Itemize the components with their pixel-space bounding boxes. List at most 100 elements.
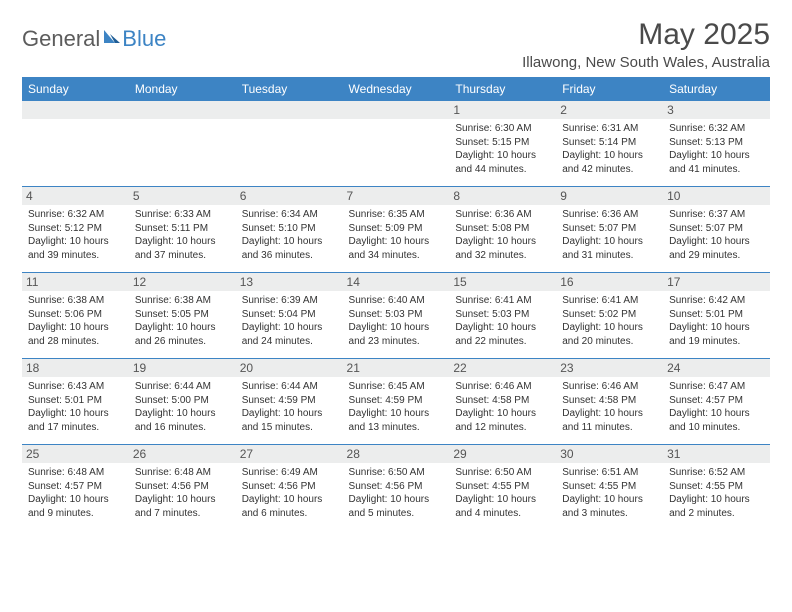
day-number: 1: [449, 101, 556, 119]
logo-text-blue: Blue: [122, 26, 166, 52]
day-info: Sunrise: 6:35 AMSunset: 5:09 PMDaylight:…: [349, 208, 444, 262]
day-info: Sunrise: 6:45 AMSunset: 4:59 PMDaylight:…: [349, 380, 444, 434]
calendar-body: 1 Sunrise: 6:30 AMSunset: 5:15 PMDaylight…: [22, 101, 770, 531]
day-info: Sunrise: 6:36 AMSunset: 5:07 PMDaylight:…: [562, 208, 657, 262]
day-info: Sunrise: 6:50 AMSunset: 4:56 PMDaylight:…: [349, 466, 444, 520]
day-number: 19: [129, 359, 236, 377]
day-number: 21: [343, 359, 450, 377]
day-info: Sunrise: 6:44 AMSunset: 5:00 PMDaylight:…: [135, 380, 230, 434]
day-info: Sunrise: 6:38 AMSunset: 5:06 PMDaylight:…: [28, 294, 123, 348]
calendar-cell: [236, 101, 343, 187]
day-number: 26: [129, 445, 236, 463]
calendar-cell: 9Sunrise: 6:36 AMSunset: 5:07 PMDaylight…: [556, 187, 663, 273]
day-number: 11: [22, 273, 129, 291]
day-number: 13: [236, 273, 343, 291]
calendar-cell: 5 Sunrise: 6:33 AMSunset: 5:11 PMDaylight…: [129, 187, 236, 273]
calendar-cell: 1 Sunrise: 6:30 AMSunset: 5:15 PMDaylight…: [449, 101, 556, 187]
calendar-row: 25 Sunrise: 6:48 AMSunset: 4:57 PMDayligh…: [22, 445, 770, 531]
calendar-cell: 21 Sunrise: 6:45 AMSunset: 4:59 PMDayligh…: [343, 359, 450, 445]
day-number: 7: [343, 187, 450, 205]
day-info: Sunrise: 6:46 AMSunset: 4:58 PMDaylight:…: [562, 380, 657, 434]
day-number: 10: [663, 187, 770, 205]
calendar-cell: 12Sunrise: 6:38 AMSunset: 5:05 PMDayligh…: [129, 273, 236, 359]
day-number: 25: [22, 445, 129, 463]
day-number: 29: [449, 445, 556, 463]
calendar-cell: 13 Sunrise: 6:39 AMSunset: 5:04 PMDayligh…: [236, 273, 343, 359]
calendar-cell: 23Sunrise: 6:46 AMSunset: 4:58 PMDayligh…: [556, 359, 663, 445]
calendar-cell: 10 Sunrise: 6:37 AMSunset: 5:07 PMDayligh…: [663, 187, 770, 273]
day-info: Sunrise: 6:36 AMSunset: 5:08 PMDaylight:…: [455, 208, 550, 262]
day-info: Sunrise: 6:40 AMSunset: 5:03 PMDaylight:…: [349, 294, 444, 348]
day-number: 28: [343, 445, 450, 463]
logo-text-general: General: [22, 26, 100, 52]
day-info: Sunrise: 6:43 AMSunset: 5:01 PMDaylight:…: [28, 380, 123, 434]
day-info: Sunrise: 6:47 AMSunset: 4:57 PMDaylight:…: [669, 380, 764, 434]
day-number: 2: [556, 101, 663, 119]
day-header-row: Sunday Monday Tuesday Wednesday Thursday…: [22, 78, 770, 101]
day-info: Sunrise: 6:44 AMSunset: 4:59 PMDaylight:…: [242, 380, 337, 434]
calendar-cell: 27Sunrise: 6:49 AMSunset: 4:56 PMDayligh…: [236, 445, 343, 531]
calendar-cell: 17 Sunrise: 6:42 AMSunset: 5:01 PMDayligh…: [663, 273, 770, 359]
day-number: 3: [663, 101, 770, 119]
day-info: Sunrise: 6:51 AMSunset: 4:55 PMDaylight:…: [562, 466, 657, 520]
day-number: 5: [129, 187, 236, 205]
day-info: Sunrise: 6:30 AMSunset: 5:15 PMDaylight:…: [455, 122, 550, 176]
month-title: May 2025: [522, 18, 770, 52]
calendar-cell: 29 Sunrise: 6:50 AMSunset: 4:55 PMDayligh…: [449, 445, 556, 531]
day-number: 4: [22, 187, 129, 205]
day-info: Sunrise: 6:48 AMSunset: 4:57 PMDaylight:…: [28, 466, 123, 520]
calendar-cell: 4Sunrise: 6:32 AMSunset: 5:12 PMDaylight…: [22, 187, 129, 273]
calendar-cell: 22Sunrise: 6:46 AMSunset: 4:58 PMDayligh…: [449, 359, 556, 445]
day-header: Tuesday: [236, 78, 343, 101]
calendar-cell: 8 Sunrise: 6:36 AMSunset: 5:08 PMDaylight…: [449, 187, 556, 273]
calendar-row: 4Sunrise: 6:32 AMSunset: 5:12 PMDaylight…: [22, 187, 770, 273]
calendar-cell: 3 Sunrise: 6:32 AMSunset: 5:13 PMDaylight…: [663, 101, 770, 187]
calendar-page: General Blue May 2025 Illawong, New Sout…: [0, 0, 792, 541]
day-number: 8: [449, 187, 556, 205]
day-number: 14: [343, 273, 450, 291]
day-number: [343, 101, 450, 119]
calendar-cell: 28 Sunrise: 6:50 AMSunset: 4:56 PMDayligh…: [343, 445, 450, 531]
calendar-cell: 6Sunrise: 6:34 AMSunset: 5:10 PMDaylight…: [236, 187, 343, 273]
calendar-cell: 15Sunrise: 6:41 AMSunset: 5:03 PMDayligh…: [449, 273, 556, 359]
day-info: Sunrise: 6:46 AMSunset: 4:58 PMDaylight:…: [455, 380, 550, 434]
day-number: 17: [663, 273, 770, 291]
calendar-row: 1 Sunrise: 6:30 AMSunset: 5:15 PMDaylight…: [22, 101, 770, 187]
day-number: 24: [663, 359, 770, 377]
calendar-cell: 16 Sunrise: 6:41 AMSunset: 5:02 PMDayligh…: [556, 273, 663, 359]
calendar-cell: [343, 101, 450, 187]
day-info: Sunrise: 6:32 AMSunset: 5:13 PMDaylight:…: [669, 122, 764, 176]
calendar-cell: 31Sunrise: 6:52 AMSunset: 4:55 PMDayligh…: [663, 445, 770, 531]
day-info: Sunrise: 6:48 AMSunset: 4:56 PMDaylight:…: [135, 466, 230, 520]
day-number: 16: [556, 273, 663, 291]
day-header: Friday: [556, 78, 663, 101]
calendar-cell: 25 Sunrise: 6:48 AMSunset: 4:57 PMDayligh…: [22, 445, 129, 531]
calendar-cell: 11 Sunrise: 6:38 AMSunset: 5:06 PMDayligh…: [22, 273, 129, 359]
calendar-cell: 18Sunrise: 6:43 AMSunset: 5:01 PMDayligh…: [22, 359, 129, 445]
title-block: May 2025 Illawong, New South Wales, Aust…: [522, 18, 770, 71]
day-info: Sunrise: 6:34 AMSunset: 5:10 PMDaylight:…: [242, 208, 337, 262]
calendar-cell: 24 Sunrise: 6:47 AMSunset: 4:57 PMDayligh…: [663, 359, 770, 445]
calendar-cell: 19 Sunrise: 6:44 AMSunset: 5:00 PMDayligh…: [129, 359, 236, 445]
header: General Blue May 2025 Illawong, New Sout…: [22, 18, 770, 71]
day-info: Sunrise: 6:39 AMSunset: 5:04 PMDaylight:…: [242, 294, 337, 348]
day-number: [129, 101, 236, 119]
day-number: 15: [449, 273, 556, 291]
day-info: Sunrise: 6:42 AMSunset: 5:01 PMDaylight:…: [669, 294, 764, 348]
day-header: Sunday: [22, 78, 129, 101]
day-info: Sunrise: 6:49 AMSunset: 4:56 PMDaylight:…: [242, 466, 337, 520]
day-info: Sunrise: 6:37 AMSunset: 5:07 PMDaylight:…: [669, 208, 764, 262]
day-number: 12: [129, 273, 236, 291]
location-text: Illawong, New South Wales, Australia: [522, 54, 770, 71]
day-info: Sunrise: 6:41 AMSunset: 5:02 PMDaylight:…: [562, 294, 657, 348]
day-number: 20: [236, 359, 343, 377]
day-header: Saturday: [663, 78, 770, 101]
calendar-cell: 26 Sunrise: 6:48 AMSunset: 4:56 PMDayligh…: [129, 445, 236, 531]
day-header: Thursday: [449, 78, 556, 101]
logo: General Blue: [22, 26, 166, 52]
day-info: Sunrise: 6:33 AMSunset: 5:11 PMDaylight:…: [135, 208, 230, 262]
calendar-cell: 20 Sunrise: 6:44 AMSunset: 4:59 PMDayligh…: [236, 359, 343, 445]
day-number: 30: [556, 445, 663, 463]
calendar-row: 11 Sunrise: 6:38 AMSunset: 5:06 PMDayligh…: [22, 273, 770, 359]
day-info: Sunrise: 6:50 AMSunset: 4:55 PMDaylight:…: [455, 466, 550, 520]
